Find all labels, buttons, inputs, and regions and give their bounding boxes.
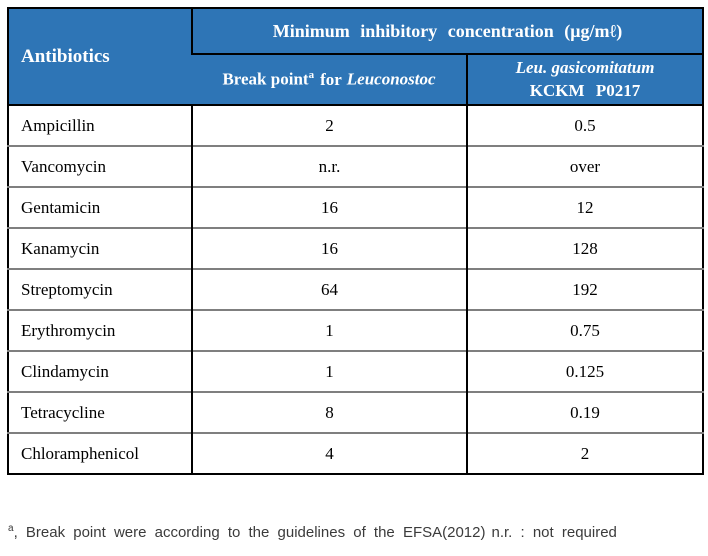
table-row: Ampicillin 2 0.5 [8,104,703,146]
header-antibiotics: Antibiotics [8,8,192,105]
table-row: Tetracycline 8 0.19 [8,391,703,433]
cell-mic: 0.5 [466,104,703,146]
cell-antibiotic: Clindamycin [8,350,192,392]
cell-mic: 128 [466,227,703,269]
footnote-nr-note: n.r. : not required [491,524,617,541]
cell-breakpoint: 16 [191,186,467,228]
table-header: Antibiotics Minimum inhibitory concentra… [8,8,703,106]
cell-breakpoint: 2 [191,104,467,146]
breakpoint-prefix: Break point [222,69,309,89]
cell-breakpoint: 1 [191,309,467,351]
header-strain: Leu. gasicomitatum KCKM P0217 [466,54,703,106]
cell-breakpoint: 64 [191,268,467,310]
table-row: Vancomycin n.r. over [8,145,703,187]
footnote-superscript: a [8,523,14,534]
cell-antibiotic: Tetracycline [8,391,192,433]
cell-mic: 0.19 [466,391,703,433]
cell-mic: 0.125 [466,350,703,392]
cell-antibiotic: Streptomycin [8,268,192,310]
header-mic-title: Minimum inhibitory concentration (μg/mℓ) [191,8,703,55]
cell-antibiotic: Erythromycin [8,309,192,351]
cell-breakpoint: 4 [191,432,467,474]
mic-table: Antibiotics Minimum inhibitory concentra… [7,7,704,475]
cell-antibiotic: Kanamycin [8,227,192,269]
table-row: Streptomycin 64 192 [8,268,703,310]
table-row: Erythromycin 1 0.75 [8,309,703,351]
cell-antibiotic: Gentamicin [8,186,192,228]
table-row: Gentamicin 16 12 [8,186,703,228]
table-row: Chloramphenicol 4 2 [8,432,703,474]
footnote: a, Break point were according to the gui… [8,523,704,541]
footnote-text: , Break point were according to the guid… [13,524,486,541]
table-row: Kanamycin 16 128 [8,227,703,269]
header-row-1: Antibiotics Minimum inhibitory concentra… [8,8,703,105]
header-row-2: Break pointa for Leuconostoc Leu. gasicomi… [8,54,703,106]
cell-breakpoint: 1 [191,350,467,392]
strain-code: KCKM P0217 [529,80,641,100]
cell-breakpoint: 16 [191,227,467,269]
cell-breakpoint: 8 [191,391,467,433]
strain-name: Leu. gasicomitatum [515,57,655,77]
cell-mic: over [466,145,703,187]
header-breakpoint: Break pointa for Leuconostoc [192,54,467,106]
cell-antibiotic: Ampicillin [8,104,192,146]
cell-antibiotic: Vancomycin [8,145,192,187]
table-row: Clindamycin 1 0.125 [8,350,703,392]
breakpoint-superscript: a [308,69,315,82]
breakpoint-genus: Leuconostoc [346,69,436,89]
cell-mic: 0.75 [466,309,703,351]
cell-mic: 192 [466,268,703,310]
breakpoint-middle: for [320,69,342,89]
cell-mic: 12 [466,186,703,228]
table-body: Ampicillin 2 0.5 Vancomycin n.r. over Ge… [8,104,703,474]
cell-breakpoint: n.r. [191,145,467,187]
cell-mic: 2 [466,432,703,474]
cell-antibiotic: Chloramphenicol [8,432,192,474]
